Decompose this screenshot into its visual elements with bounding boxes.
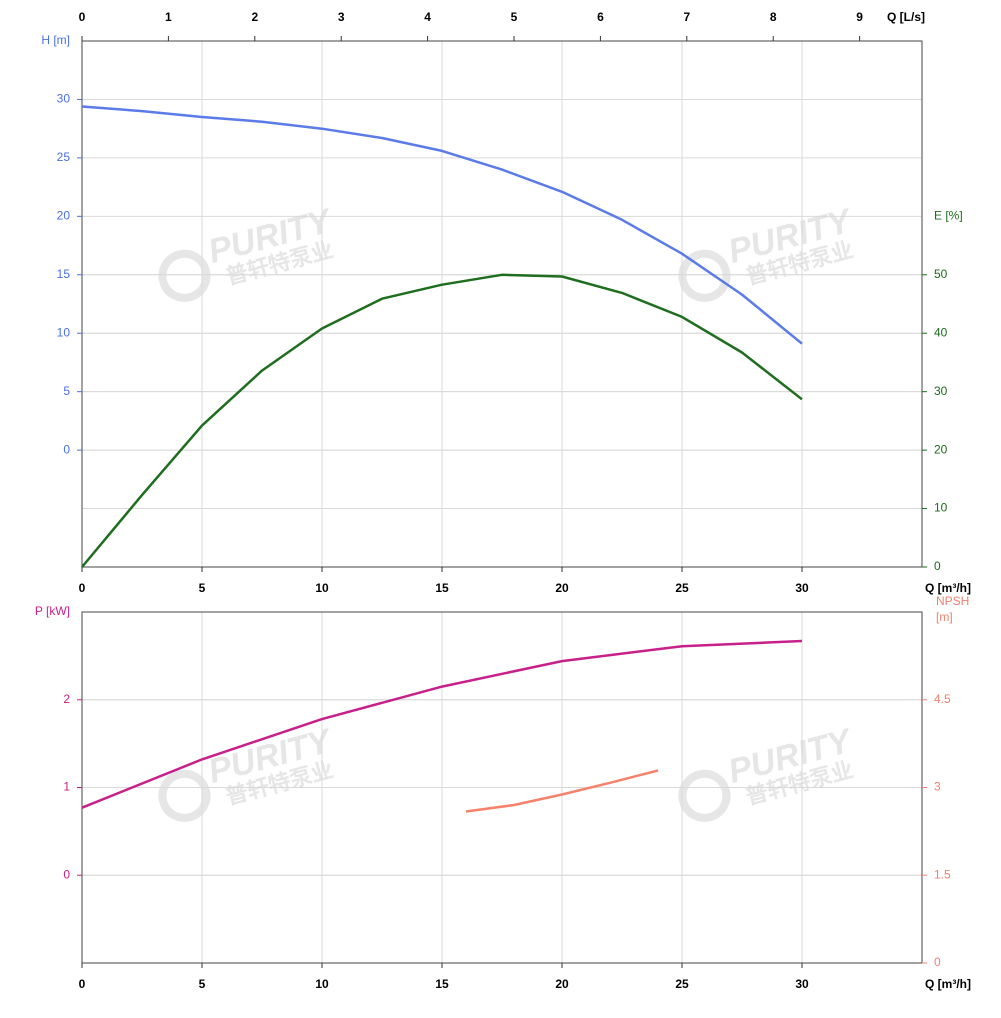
- y-tick-label: 1: [63, 780, 70, 794]
- x2-tick-label: 3: [338, 10, 345, 24]
- plot-frame: [81, 40, 923, 568]
- x-tick-label: 0: [79, 581, 86, 595]
- x-tick-label: 25: [675, 581, 689, 595]
- watermark-logo: [678, 769, 731, 822]
- x-tick-label: 20: [555, 977, 569, 991]
- curve: [81, 105, 803, 345]
- x-tick-label: 0: [79, 977, 86, 991]
- y-tick-label: 30: [57, 92, 71, 106]
- x2-tick-label: 1: [165, 10, 172, 24]
- y-axis-label: P [kW]: [35, 604, 70, 618]
- y2-tick-label: 10: [934, 501, 948, 515]
- y2-axis-label: [m]: [936, 610, 953, 624]
- y2-axis-label: E [%]: [934, 208, 963, 222]
- x2-tick-label: 7: [683, 10, 690, 24]
- y-tick-label: 0: [63, 867, 70, 881]
- y-tick-label: 2: [63, 692, 70, 706]
- watermark-logo: [678, 249, 731, 302]
- y2-tick-label: 3: [934, 780, 941, 794]
- y2-tick-label: 1.5: [934, 867, 951, 881]
- watermark-logo: [158, 249, 211, 302]
- watermark-logo: [158, 769, 211, 822]
- y-tick-label: 0: [63, 442, 70, 456]
- curve: [81, 273, 803, 568]
- x-tick-label: 10: [315, 977, 329, 991]
- x2-tick-label: 2: [251, 10, 258, 24]
- x-axis-label: Q [m³/h]: [925, 581, 971, 595]
- y-tick-label: 10: [57, 325, 71, 339]
- y2-tick-label: 0: [934, 955, 941, 969]
- y-tick-label: 5: [63, 384, 70, 398]
- x2-tick-label: 4: [424, 10, 431, 24]
- curve: [81, 639, 803, 809]
- curve: [465, 769, 659, 813]
- y2-tick-label: 0: [934, 559, 941, 573]
- x-tick-label: 5: [199, 977, 206, 991]
- y2-tick-label: 4.5: [934, 692, 951, 706]
- y-tick-label: 25: [57, 150, 71, 164]
- x2-axis-label: Q [L/s]: [887, 10, 925, 24]
- x-tick-label: 15: [435, 977, 449, 991]
- x2-tick-label: 9: [856, 10, 863, 24]
- x2-tick-label: 6: [597, 10, 604, 24]
- y2-tick-label: 20: [934, 442, 948, 456]
- x-tick-label: 15: [435, 581, 449, 595]
- x2-tick-label: 0: [79, 10, 86, 24]
- x2-tick-label: 5: [511, 10, 518, 24]
- y-axis-label: H [m]: [41, 33, 70, 47]
- y-tick-label: 15: [57, 267, 71, 281]
- x-tick-label: 5: [199, 581, 206, 595]
- x-tick-label: 30: [795, 977, 809, 991]
- y2-tick-label: 30: [934, 384, 948, 398]
- y2-axis-label: NPSH: [936, 594, 969, 608]
- y2-tick-label: 40: [934, 325, 948, 339]
- y-tick-label: 20: [57, 209, 71, 223]
- x-tick-label: 20: [555, 581, 569, 595]
- x-axis-label: Q [m³/h]: [925, 977, 971, 991]
- x-tick-label: 25: [675, 977, 689, 991]
- x-tick-label: 30: [795, 581, 809, 595]
- y2-tick-label: 50: [934, 267, 948, 281]
- x-tick-label: 10: [315, 581, 329, 595]
- x2-tick-label: 8: [770, 10, 777, 24]
